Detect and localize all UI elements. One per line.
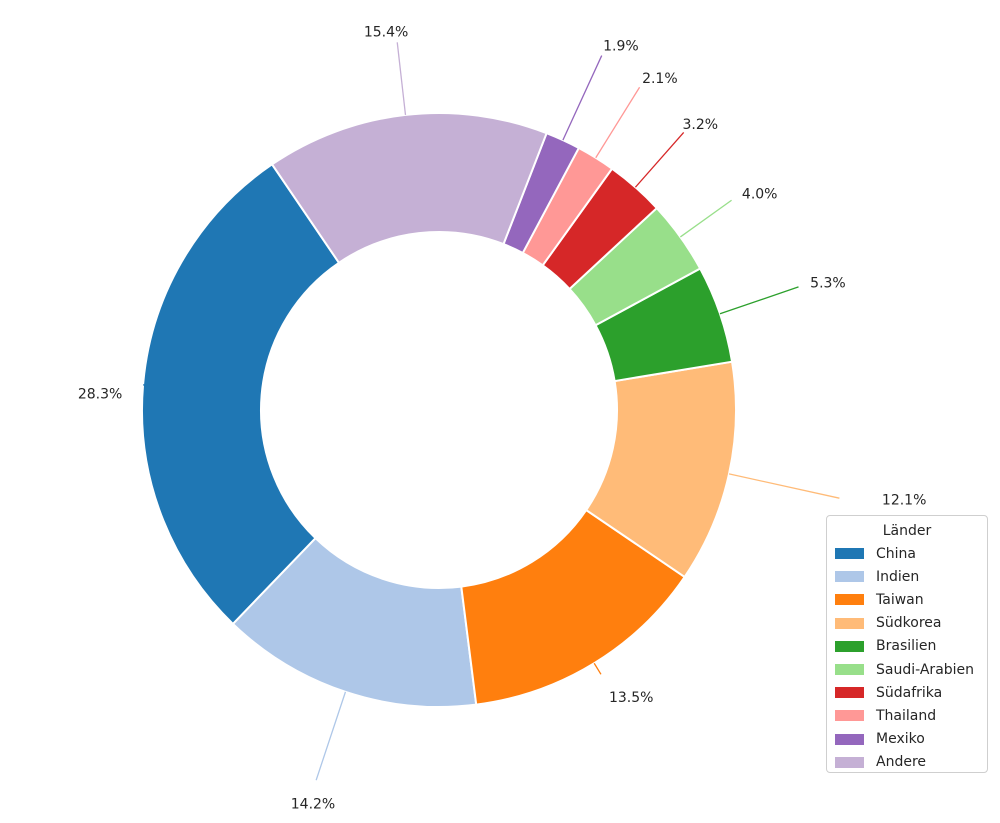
- leader-line: [679, 199, 732, 238]
- leader-line: [595, 86, 641, 159]
- legend-item: Mexiko: [835, 728, 979, 751]
- slice-andere: [270, 112, 548, 265]
- legend-item: Brasilien: [835, 635, 979, 658]
- legend-item: China: [835, 542, 979, 565]
- legend-label: Indien: [876, 568, 920, 585]
- legend-label: Andere: [876, 754, 927, 771]
- legend-item: Südafrika: [835, 681, 979, 704]
- value-label: 12.1%: [882, 492, 926, 508]
- value-label: 5.3%: [810, 276, 846, 292]
- legend-item: Thailand: [835, 704, 979, 727]
- legend-swatch: [835, 733, 864, 745]
- legend-items: China Indien Taiwan Südkorea Brasilien Saudi-…: [835, 542, 979, 774]
- legend-swatch: [835, 571, 864, 583]
- legend-label: China: [876, 545, 916, 562]
- leader-line: [593, 662, 602, 675]
- leader-line: [396, 42, 407, 115]
- legend-swatch: [835, 617, 864, 629]
- value-label: 4.0%: [742, 186, 778, 202]
- legend-label: Saudi-Arabien: [876, 661, 975, 678]
- legend-title: Länder: [882, 523, 932, 539]
- legend-swatch: [835, 756, 864, 768]
- leader-line: [562, 55, 603, 141]
- legend-swatch: [835, 640, 864, 652]
- value-label: 14.2%: [291, 797, 335, 813]
- legend-item: Taiwan: [835, 588, 979, 611]
- donut-slices: [141, 112, 737, 708]
- legend-item: Südkorea: [835, 612, 979, 635]
- legend-swatch: [835, 687, 864, 699]
- legend: Länder China Indien Taiwan Südkorea Brasilie…: [826, 515, 988, 773]
- value-label: 28.3%: [78, 387, 122, 403]
- value-label: 15.4%: [364, 24, 408, 40]
- legend-swatch: [835, 664, 864, 676]
- value-labels: 28.3% 14.2% 13.5% 12.1% 5.3% 4.0% 3.2% 2.1% 1.9%…: [78, 24, 927, 812]
- slice-china: [141, 162, 341, 626]
- legend-label: Südafrika: [876, 684, 943, 701]
- value-label: 3.2%: [683, 117, 719, 133]
- legend-label: Südkorea: [876, 615, 942, 632]
- legend-swatch: [835, 548, 864, 560]
- leader-line: [728, 473, 840, 499]
- leader-lines: [143, 42, 840, 781]
- leader-line: [634, 132, 685, 188]
- legend-swatch: [835, 594, 864, 606]
- value-label: 13.5%: [609, 690, 653, 706]
- legend-label: Taiwan: [876, 591, 924, 608]
- legend-item: Andere: [835, 751, 979, 774]
- legend-label: Thailand: [876, 707, 937, 724]
- legend-label: Brasilien: [876, 638, 937, 655]
- legend-swatch: [835, 710, 864, 722]
- legend-item: Saudi-Arabien: [835, 658, 979, 681]
- leader-line: [719, 286, 799, 315]
- legend-label: Mexiko: [876, 731, 925, 748]
- leader-line: [143, 384, 151, 387]
- value-label: 2.1%: [642, 71, 678, 87]
- legend-item: Indien: [835, 565, 979, 588]
- leader-line: [315, 691, 347, 781]
- value-label: 1.9%: [603, 38, 639, 54]
